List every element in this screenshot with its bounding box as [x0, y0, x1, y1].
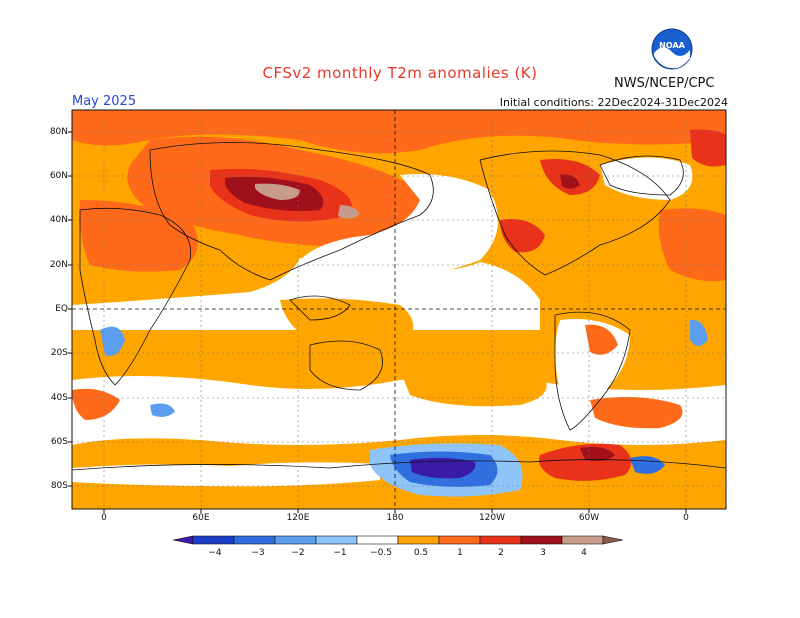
anomaly-southern-africa-cool [100, 326, 125, 356]
anomaly-canada-strong [560, 174, 580, 189]
antarctica-coast [72, 459, 726, 471]
colorbar-arrow-low [172, 535, 194, 545]
colorbar-label-minus2: −2 [291, 548, 305, 558]
anomaly-europe [658, 208, 726, 282]
anomaly-south-pacific-warm [400, 365, 547, 407]
south-america-coast [554, 311, 631, 431]
colorbar-label-minus3: −3 [251, 548, 265, 558]
colorbar-arrow-high [602, 535, 624, 545]
anomaly-atlantic-cool [690, 319, 708, 346]
anomaly-south-atlantic-warm-2 [590, 396, 683, 429]
equator-dateline [72, 110, 726, 509]
lon-label-120e: 120E [286, 513, 310, 523]
colorbar-segment [274, 535, 317, 545]
anomaly-north-africa [79, 200, 198, 272]
lat-label-20n: 20N [49, 260, 68, 270]
colorbar-label-3: 3 [540, 548, 546, 558]
colorbar-segment [397, 535, 440, 545]
colorbar-segment [561, 535, 604, 545]
lat-label-40n: 40N [49, 215, 68, 225]
anomaly-amazon [585, 324, 618, 355]
anomaly-indian-ocean-cool [150, 403, 175, 417]
lat-label-60s: 60S [50, 437, 68, 447]
australia-coast [309, 340, 383, 391]
colorbar-segment [315, 535, 358, 545]
colorbar-label-1: 1 [457, 548, 463, 558]
eurasia-coast [149, 142, 434, 281]
lat-label-20s: 20S [50, 348, 68, 358]
colorbar-segment [520, 535, 563, 545]
anomaly-southern-ocean-neutral [72, 376, 726, 445]
map-title: CFSv2 monthly T2m anomalies (K) [262, 64, 538, 82]
lat-label-80s: 80S [50, 481, 68, 491]
anomaly-greenland-neutral [600, 157, 693, 200]
colorbar-label-0-5: 0.5 [413, 548, 429, 558]
colorbar-label-minus1: −1 [333, 548, 347, 558]
greenland-coast [599, 155, 684, 196]
lon-label-120w: 120W [478, 513, 506, 523]
africa-coast [79, 207, 192, 386]
anomaly-north-pacific-neutral [300, 174, 498, 275]
coastlines [72, 142, 726, 471]
initial-conditions-label: Initial conditions: 22Dec2024-31Dec2024 [499, 96, 728, 109]
anomaly-eurasia-4 [255, 183, 300, 200]
lon-label-60w: 60W [578, 513, 600, 523]
colorbar-segment [192, 535, 235, 545]
lon-label-0-east: 0 [683, 513, 689, 523]
colorbar-label-2: 2 [498, 548, 504, 558]
colorbar-label-minus4: −4 [208, 548, 222, 558]
lat-label-80n: 80N [49, 127, 68, 137]
colorbar-segment [438, 535, 481, 545]
colorbar-segment [356, 535, 399, 545]
logo-text: NOAA [659, 41, 685, 50]
lon-label-180: 180 [386, 513, 404, 523]
lat-label-40s: 40S [50, 393, 68, 403]
anomaly-eurasia-5 [338, 205, 360, 219]
organization-label: NWS/NCEP/CPC [614, 76, 715, 91]
lat-label-60n: 60N [49, 171, 68, 181]
lon-label-0: 0 [101, 513, 107, 523]
north-america-coast [479, 150, 671, 276]
colorbar-segment [479, 535, 522, 545]
lon-label-60e: 60E [192, 513, 210, 523]
gridlines [72, 110, 726, 509]
anomaly-tropical-pacific-warm [280, 298, 414, 345]
anomaly-antarctic-neutral [72, 462, 380, 487]
noaa-logo-icon: NOAA [651, 28, 693, 70]
axis-ticks [68, 131, 687, 513]
anomaly-tropics-neutral [72, 258, 540, 330]
colorbar-segment [233, 535, 276, 545]
colorbar-label-4: 4 [581, 548, 587, 558]
lat-label-eq: EQ [55, 304, 68, 314]
anomaly-south-atlantic-warm [72, 388, 120, 420]
anomaly-arctic [72, 110, 726, 154]
valid-month-label: May 2025 [72, 94, 137, 109]
maritime-continent-coast [289, 295, 351, 321]
colorbar [172, 535, 624, 545]
anomaly-scandinavia [690, 129, 726, 167]
anomaly-amundsen-strong-cool [410, 457, 476, 479]
colorbar-label-minus0-5: −0.5 [370, 548, 392, 558]
